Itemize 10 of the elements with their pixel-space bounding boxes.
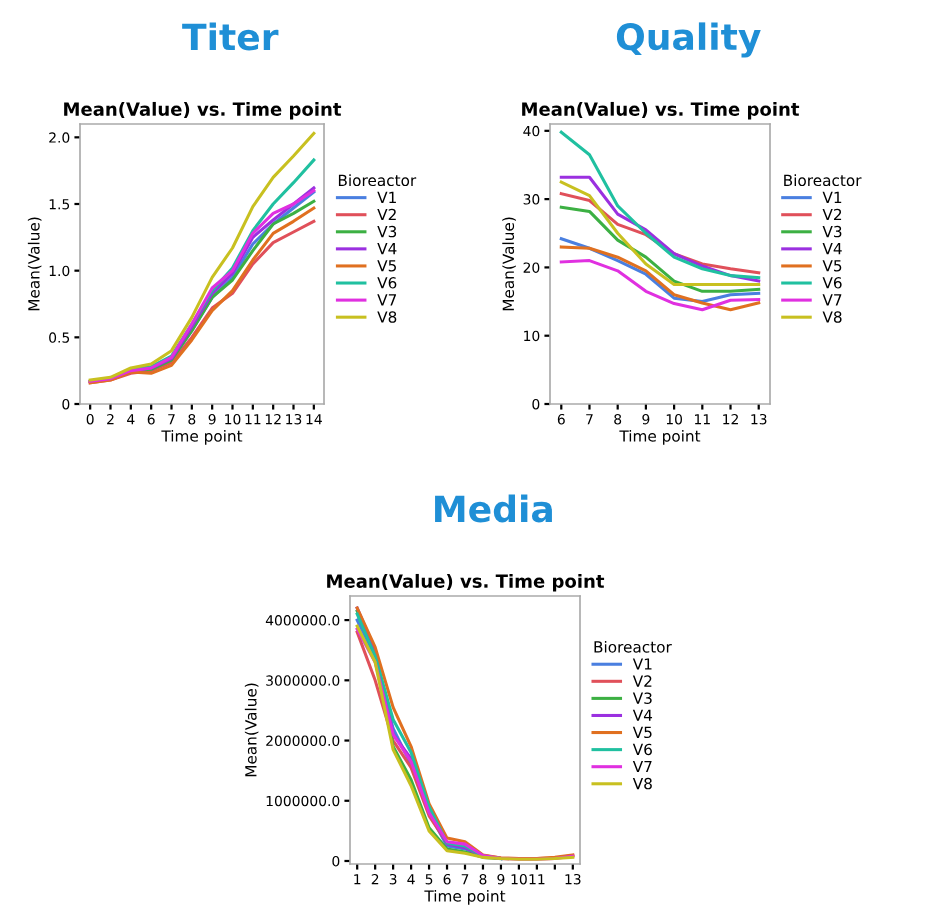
chart-title: Titer — [182, 22, 279, 51]
chart-title: Quality — [616, 22, 761, 58]
chart-subtitle: Mean(Value) vs. Time point — [327, 573, 605, 592]
line-series — [559, 205, 761, 293]
chart-title: Media — [435, 494, 552, 523]
chart-subtitle: Mean(Value) vs. Time point — [64, 101, 342, 120]
line-series — [88, 131, 316, 382]
line-series — [559, 259, 761, 312]
line-series — [559, 130, 761, 280]
chart-subtitle: Mean(Value) vs. Time point — [522, 101, 800, 120]
